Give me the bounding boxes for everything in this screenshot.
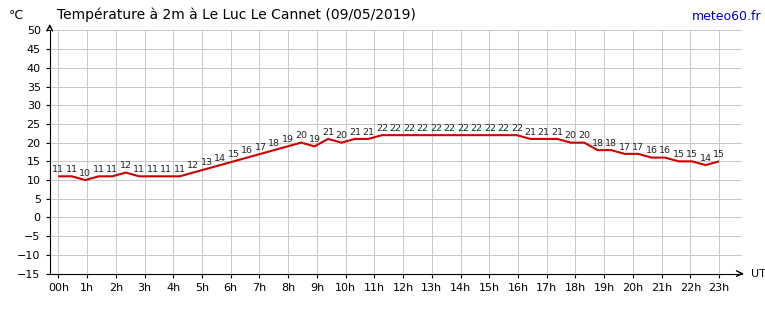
- Text: 22: 22: [430, 124, 442, 133]
- Text: 20: 20: [578, 132, 591, 140]
- Text: 21: 21: [322, 128, 334, 137]
- Text: 18: 18: [591, 139, 604, 148]
- Text: 21: 21: [363, 128, 375, 137]
- Text: 17: 17: [619, 143, 630, 152]
- Text: 22: 22: [444, 124, 455, 133]
- Text: 22: 22: [483, 124, 496, 133]
- Text: 15: 15: [228, 150, 239, 159]
- Text: 20: 20: [565, 132, 577, 140]
- Text: 22: 22: [416, 124, 428, 133]
- Text: 21: 21: [349, 128, 361, 137]
- Text: 19: 19: [282, 135, 294, 144]
- Text: 11: 11: [133, 165, 145, 174]
- Text: 13: 13: [200, 157, 213, 167]
- Text: 18: 18: [268, 139, 280, 148]
- Text: 22: 22: [511, 124, 522, 133]
- Text: 14: 14: [699, 154, 711, 163]
- Text: UTC: UTC: [750, 268, 765, 279]
- Text: 12: 12: [120, 161, 132, 170]
- Text: 22: 22: [389, 124, 402, 133]
- Text: 11: 11: [106, 165, 119, 174]
- Text: 22: 22: [470, 124, 483, 133]
- Text: 22: 22: [403, 124, 415, 133]
- Text: 21: 21: [524, 128, 536, 137]
- Text: 16: 16: [659, 146, 671, 156]
- Text: 11: 11: [160, 165, 172, 174]
- Text: 11: 11: [52, 165, 64, 174]
- Text: 15: 15: [672, 150, 685, 159]
- Text: 12: 12: [187, 161, 199, 170]
- Text: 11: 11: [147, 165, 158, 174]
- Text: °C: °C: [9, 9, 24, 22]
- Text: 15: 15: [713, 150, 725, 159]
- Text: 20: 20: [295, 132, 307, 140]
- Text: 10: 10: [80, 169, 91, 178]
- Text: 17: 17: [255, 143, 267, 152]
- Text: 15: 15: [686, 150, 698, 159]
- Text: 21: 21: [552, 128, 563, 137]
- Text: 22: 22: [457, 124, 469, 133]
- Text: meteo60.fr: meteo60.fr: [692, 10, 761, 23]
- Text: 11: 11: [66, 165, 78, 174]
- Text: Température à 2m à Le Luc Le Cannet (09/05/2019): Température à 2m à Le Luc Le Cannet (09/…: [57, 8, 416, 22]
- Text: 14: 14: [214, 154, 226, 163]
- Text: 18: 18: [605, 139, 617, 148]
- Text: 21: 21: [538, 128, 550, 137]
- Text: 16: 16: [241, 146, 253, 156]
- Text: 19: 19: [308, 135, 321, 144]
- Text: 11: 11: [93, 165, 105, 174]
- Text: 16: 16: [646, 146, 658, 156]
- Text: 22: 22: [376, 124, 388, 133]
- Text: 17: 17: [632, 143, 644, 152]
- Text: 22: 22: [497, 124, 509, 133]
- Text: 20: 20: [336, 132, 347, 140]
- Text: 11: 11: [174, 165, 186, 174]
